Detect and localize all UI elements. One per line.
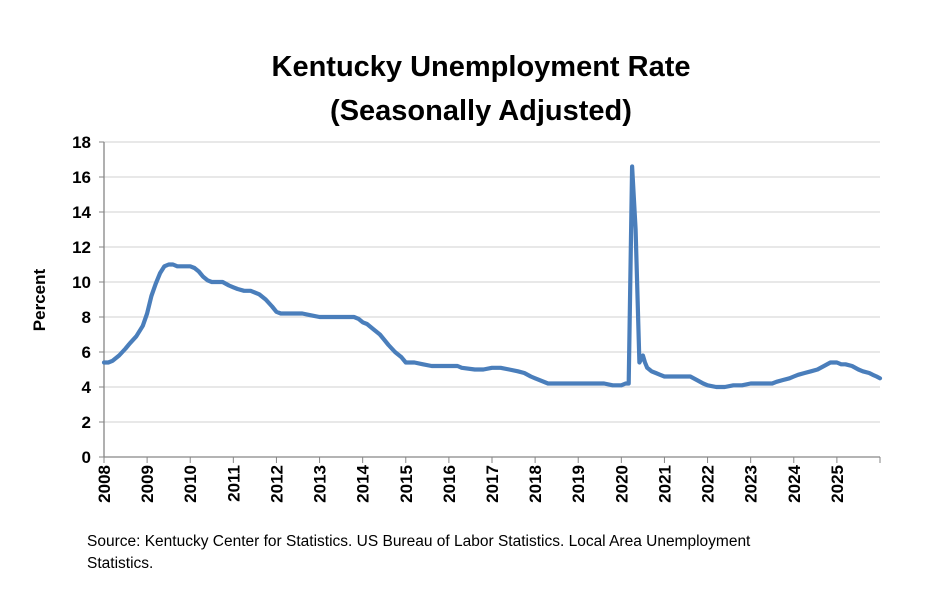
x-tick-label-2025: 2025 bbox=[828, 465, 847, 503]
x-tick-label-2009: 2009 bbox=[138, 465, 157, 503]
y-tick-label-12: 12 bbox=[72, 238, 91, 257]
x-tick-label-2011: 2011 bbox=[224, 465, 243, 502]
x-tick-label-2012: 2012 bbox=[267, 465, 286, 503]
x-tick-label-2014: 2014 bbox=[354, 464, 373, 502]
y-axis-label: Percent bbox=[30, 268, 49, 331]
x-tick-label-2010: 2010 bbox=[181, 465, 200, 503]
y-tick-label-10: 10 bbox=[72, 273, 91, 292]
chart-title: Kentucky Unemployment Rate bbox=[272, 51, 691, 83]
x-tick-label-2020: 2020 bbox=[612, 465, 631, 503]
y-tick-label-8: 8 bbox=[82, 308, 91, 327]
y-tick-label-14: 14 bbox=[72, 203, 91, 222]
series-group bbox=[101, 164, 883, 390]
x-tick-label-2023: 2023 bbox=[742, 465, 761, 503]
x-tick-label-2015: 2015 bbox=[397, 465, 416, 503]
source-note: Source: Kentucky Center for Statistics. … bbox=[87, 533, 751, 572]
x-tick-label-2022: 2022 bbox=[699, 465, 718, 503]
x-tick-label-2016: 2016 bbox=[440, 465, 459, 503]
y-tick-label-18: 18 bbox=[72, 133, 91, 152]
x-tick-label-2017: 2017 bbox=[483, 465, 502, 503]
gridlines bbox=[104, 141, 880, 423]
x-axis-ticks: 2008 2009 2010 2011 2012 2013 2014 2015 2016 2017… bbox=[95, 457, 881, 503]
x-tick-label-2021: 2021 bbox=[655, 465, 674, 503]
y-tick-label-2: 2 bbox=[82, 413, 91, 432]
y-tick-label-16: 16 bbox=[72, 168, 91, 187]
x-tick-label-2019: 2019 bbox=[569, 465, 588, 503]
chart-subtitle: (Seasonally Adjusted) bbox=[330, 95, 632, 127]
axes bbox=[103, 142, 880, 458]
y-tick-label-0: 0 bbox=[82, 448, 91, 467]
x-tick-label-2008: 2008 bbox=[95, 465, 114, 503]
series-line-0 bbox=[101, 164, 883, 390]
y-tick-label-6: 6 bbox=[82, 343, 91, 362]
x-tick-label-2018: 2018 bbox=[526, 465, 545, 503]
y-tick-label-4: 4 bbox=[82, 378, 92, 397]
x-tick-label-2013: 2013 bbox=[311, 465, 330, 503]
x-tick-label-2024: 2024 bbox=[785, 464, 804, 502]
y-axis-ticks: 0 2 4 6 8 10 12 14 16 18 bbox=[72, 133, 104, 467]
